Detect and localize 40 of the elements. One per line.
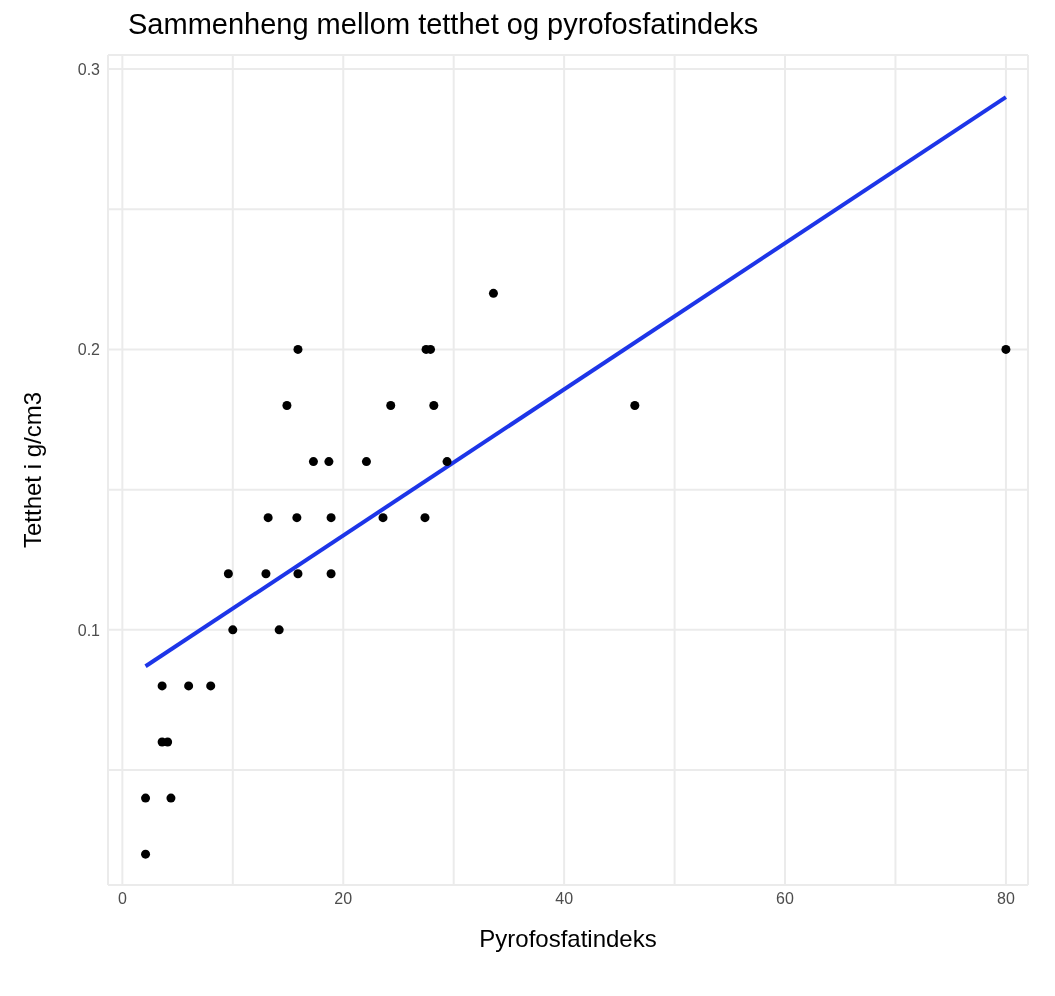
point [228, 625, 238, 635]
point [274, 625, 284, 635]
point [141, 849, 151, 859]
y-tick-label: 0.1 [77, 621, 101, 639]
point [378, 513, 388, 523]
point [292, 513, 302, 523]
point [282, 401, 292, 411]
chart-title: Sammenheng mellom tetthet og pyrofosfatindeks [128, 8, 760, 41]
point [163, 737, 173, 747]
point [206, 681, 216, 691]
x-tick-label: 80 [997, 890, 1015, 908]
point [223, 569, 233, 579]
point [630, 401, 640, 411]
point [324, 457, 334, 467]
point [157, 681, 167, 691]
x-tick-label: 0 [117, 890, 127, 908]
point [184, 681, 194, 691]
x-tick-label: 40 [555, 890, 574, 908]
point [261, 569, 271, 579]
point [263, 513, 273, 523]
y-tick-label: 0.3 [77, 60, 101, 78]
point [386, 401, 396, 411]
point [442, 457, 452, 467]
x-tick-label: 20 [334, 890, 353, 908]
point [166, 793, 176, 803]
x-tick-label: 60 [776, 890, 795, 908]
point [429, 401, 439, 411]
point [488, 288, 498, 298]
point [308, 457, 318, 467]
point [361, 457, 371, 467]
point [141, 793, 151, 803]
point [293, 569, 303, 579]
x-axis-title: Pyrofosfatindeks [479, 925, 657, 952]
point [293, 344, 303, 354]
point [326, 513, 336, 523]
y-axis-title: Tetthet i g/cm3 [18, 391, 46, 549]
point [420, 513, 430, 523]
point [1001, 344, 1011, 354]
point [326, 569, 336, 579]
y-tick-label: 0.2 [77, 341, 101, 359]
